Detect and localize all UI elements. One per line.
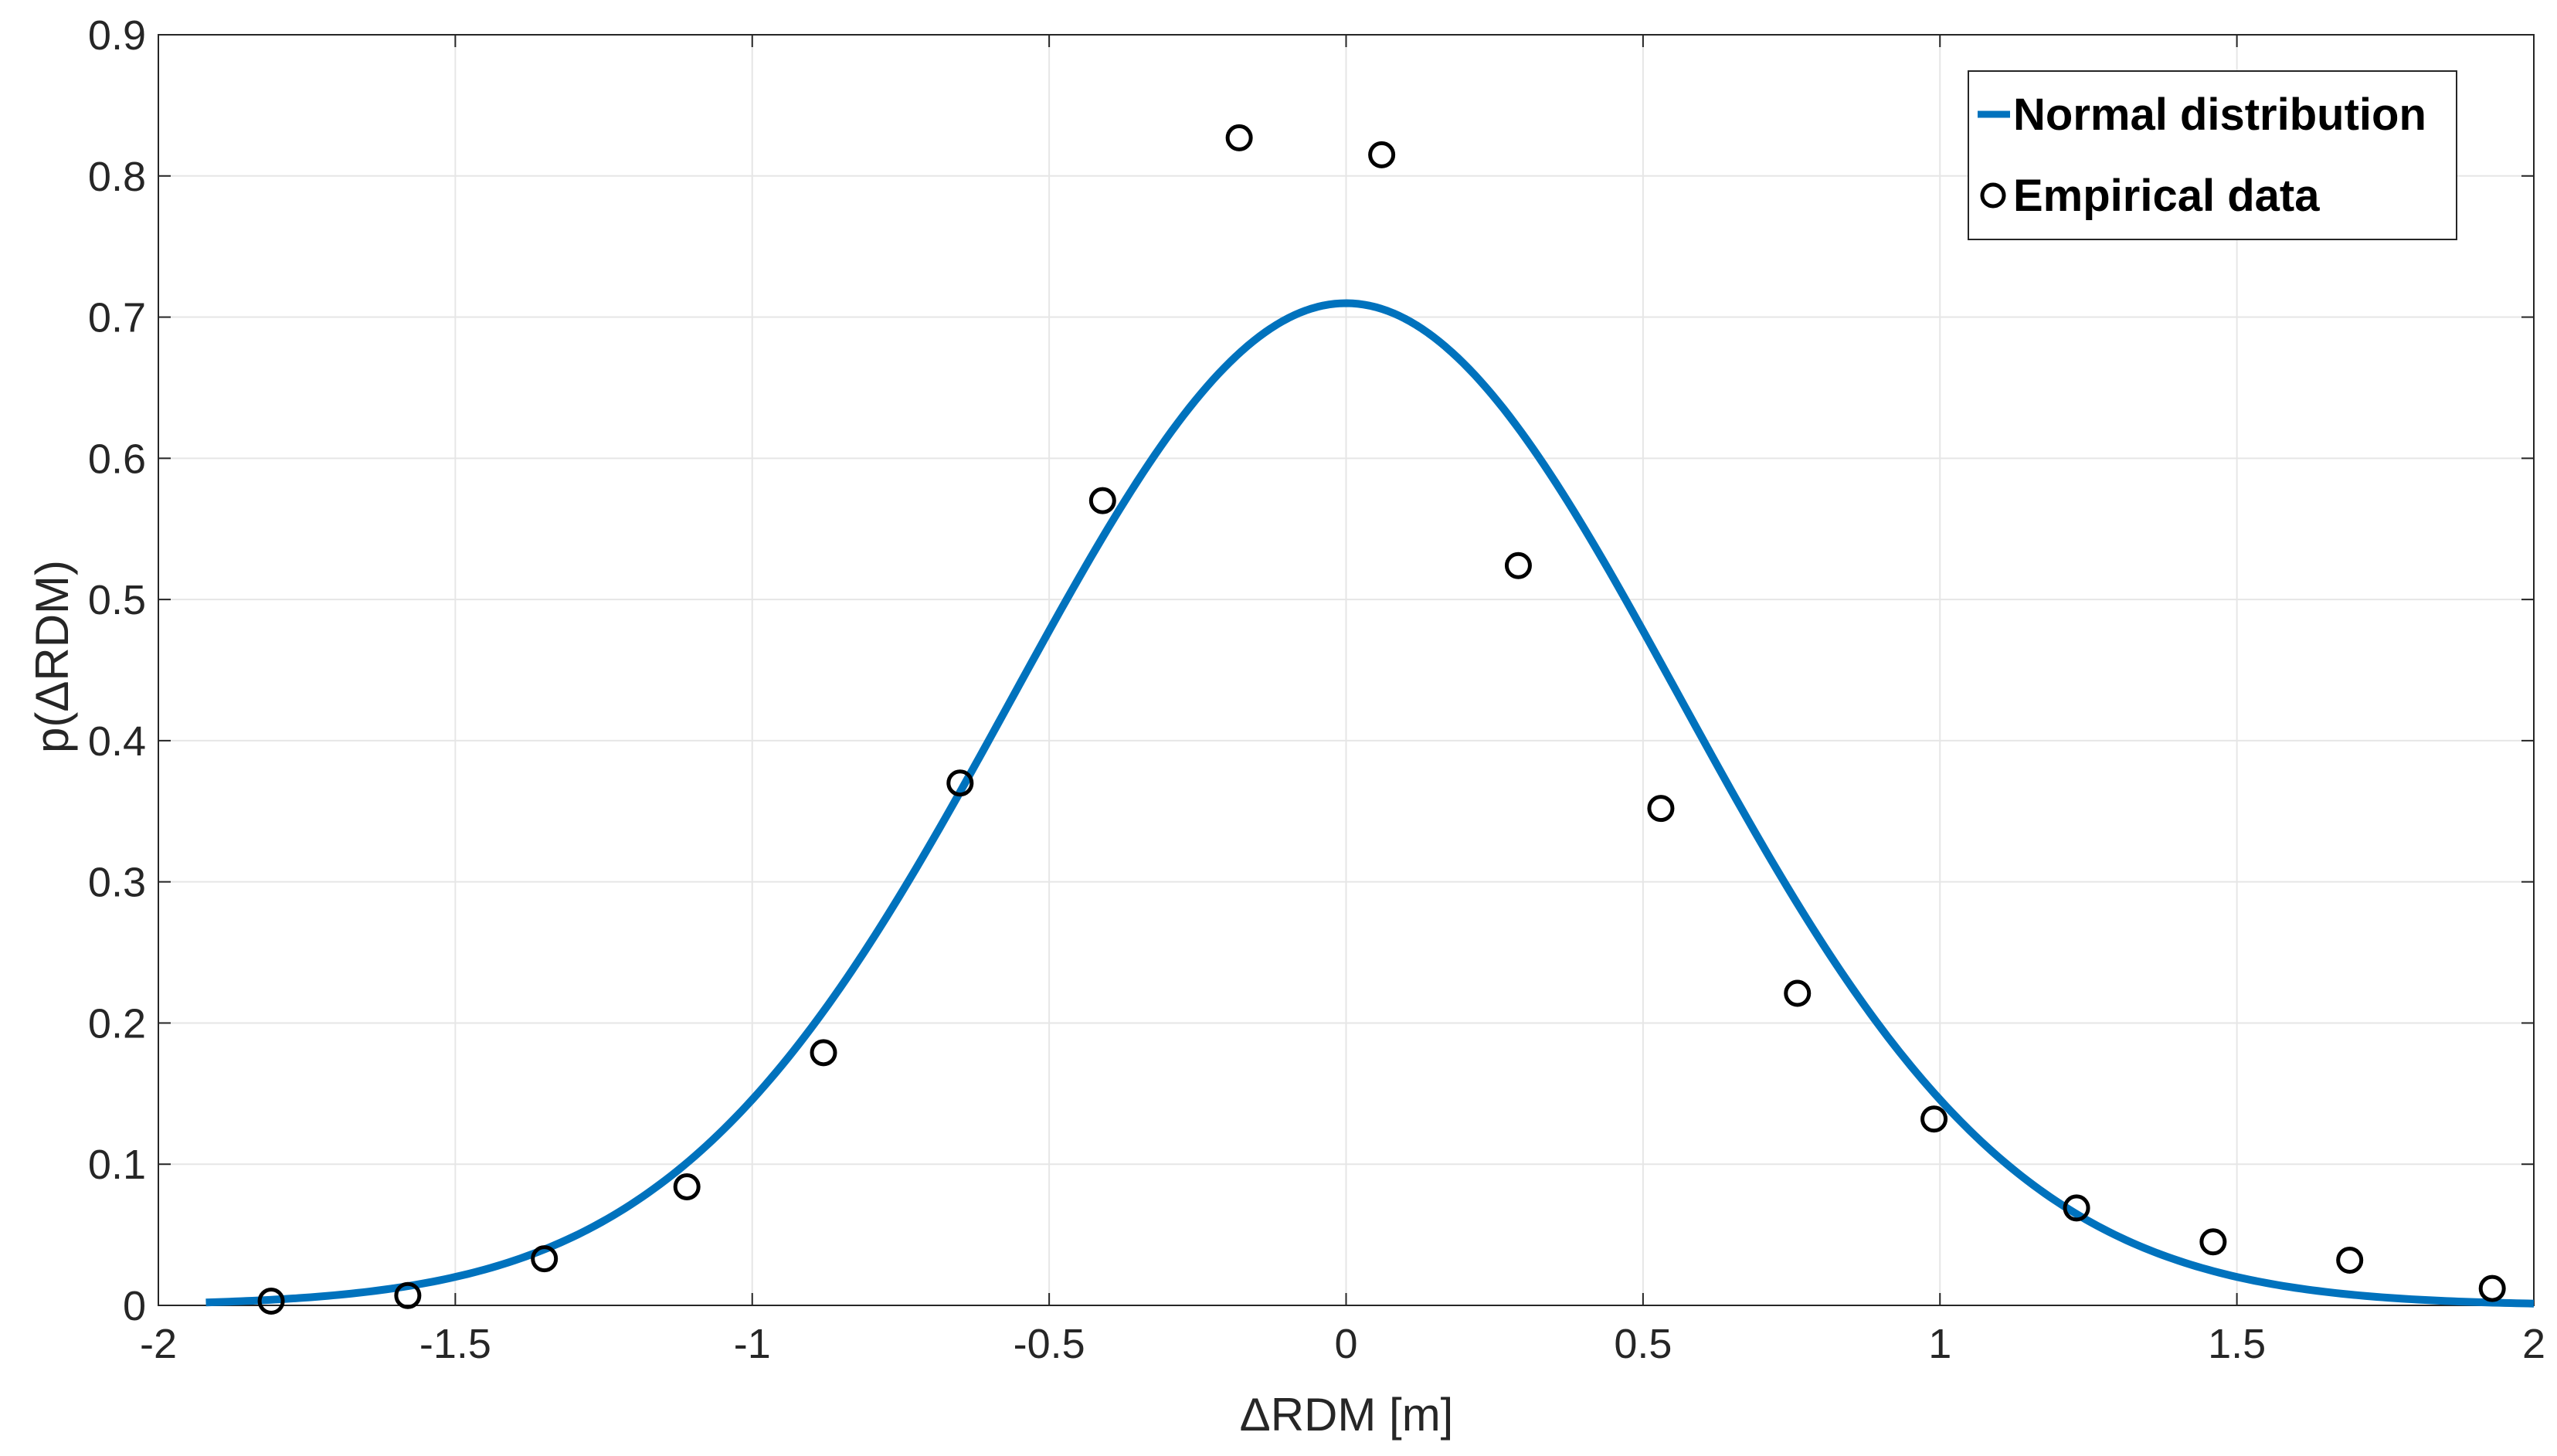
empirical-data-point [1784, 979, 1812, 1007]
legend: Normal distribution Empirical data [1968, 70, 2457, 240]
empirical-data-point [2478, 1274, 2506, 1302]
empirical-data-point [2336, 1247, 2364, 1274]
legend-marker-swatch [1980, 182, 2006, 209]
x-tick-label: -1.5 [419, 1321, 491, 1367]
y-tick-label: 0 [123, 1283, 146, 1329]
y-tick-label: 0.2 [88, 1000, 146, 1047]
axes: -2 -1.5 -1 -0.5 0 0.5 1 1.5 2 0 0.1 0.2 0.3 0.4 0.5 0.6… [88, 12, 2545, 1367]
empirical-data-point [810, 1039, 837, 1067]
empirical-data-point [1647, 795, 1675, 823]
empirical-data-point [673, 1173, 701, 1200]
legend-label-normal: Normal distribution [2013, 90, 2426, 140]
x-tick-label: -0.5 [1014, 1321, 1085, 1367]
empirical-data-point [1368, 141, 1396, 168]
grid [158, 34, 2535, 1306]
empirical-data-point [1225, 124, 1253, 151]
y-tick-label: 0.7 [88, 295, 146, 341]
legend-box [1968, 70, 2457, 240]
y-tick-label: 0.1 [88, 1142, 146, 1188]
y-axis-label: p(ΔRDM) [26, 560, 78, 753]
y-tick-label: 0.4 [88, 718, 146, 765]
empirical-data-point [946, 769, 974, 797]
x-tick-label: 0 [1334, 1321, 1357, 1367]
empirical-data-point [394, 1281, 422, 1309]
y-tick-label: 0.6 [88, 436, 146, 482]
empirical-data-point [2063, 1194, 2090, 1222]
empirical-data-point [1504, 552, 1532, 579]
empirical-data-point [531, 1245, 559, 1273]
x-tick-label: 1 [1928, 1321, 1951, 1367]
y-tick-label: 0.9 [88, 12, 146, 59]
y-tick-label: 0.3 [88, 860, 146, 906]
x-tick-label: 2 [2522, 1321, 2545, 1367]
empirical-data-point [257, 1288, 285, 1315]
empirical-data-point [2199, 1228, 2227, 1256]
empirical-data-point [1088, 487, 1116, 514]
normal-distribution-line [205, 299, 2535, 1308]
plot-area [205, 124, 2535, 1315]
x-tick-label: -1 [734, 1321, 771, 1367]
x-tick-label: 1.5 [2208, 1321, 2266, 1367]
x-tick-label: 0.5 [1614, 1321, 1672, 1367]
y-tick-label: 0.8 [88, 154, 146, 200]
x-axis-label: ΔRDM [m] [1240, 1389, 1454, 1441]
x-tick-label: -2 [140, 1321, 177, 1367]
y-tick-label: 0.5 [88, 577, 146, 623]
legend-label-empirical: Empirical data [2013, 171, 2320, 221]
empirical-data-point [1920, 1105, 1948, 1133]
